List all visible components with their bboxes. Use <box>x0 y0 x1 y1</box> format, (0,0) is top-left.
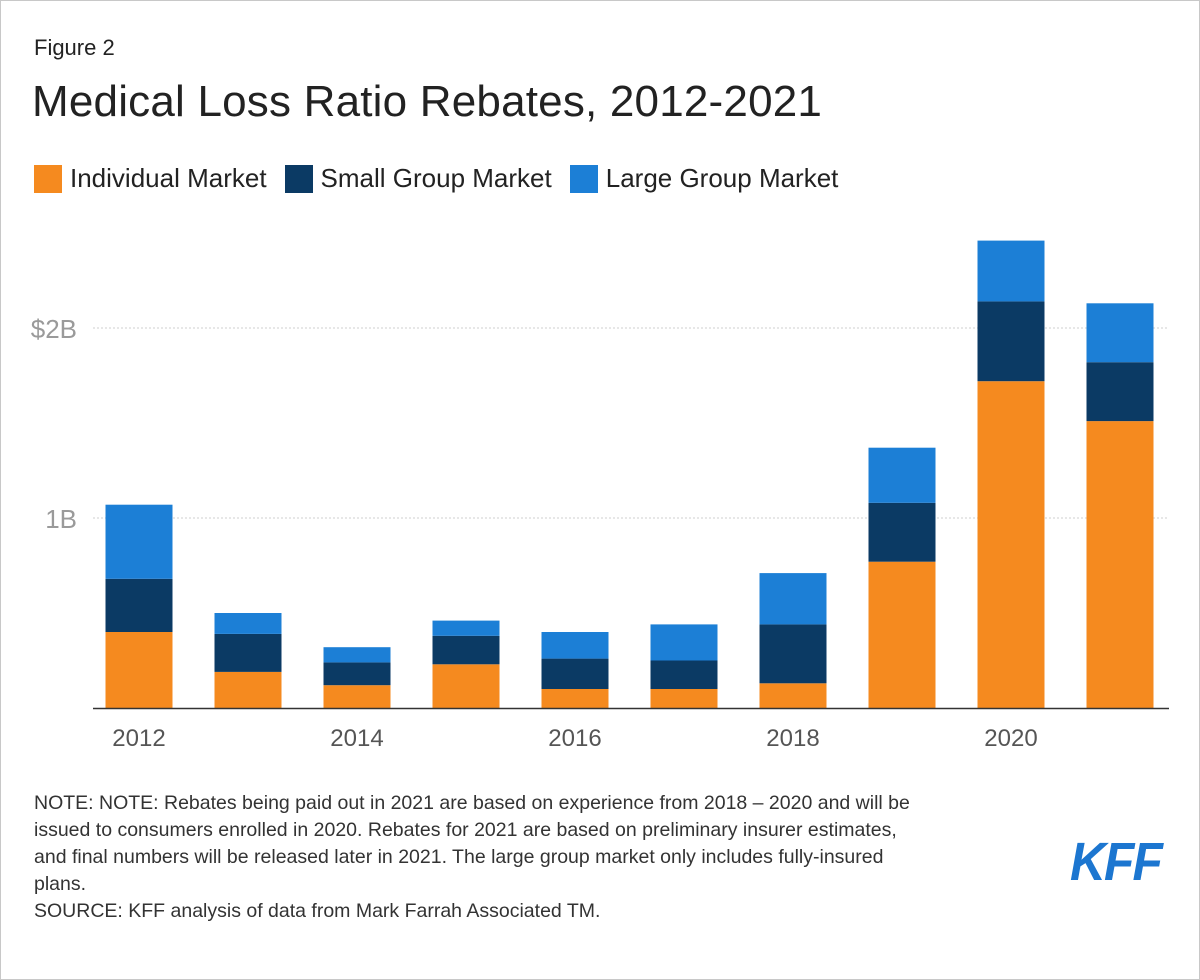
bar-segment-individual-market <box>1086 421 1154 708</box>
y-tick-label: $2B <box>31 314 77 344</box>
bar-segment-small-group-market <box>541 658 609 689</box>
bar-segment-individual-market <box>432 664 500 708</box>
bar-segment-large-group-market <box>868 447 936 503</box>
x-tick-label: 2014 <box>330 725 383 752</box>
legend-item-individual: Individual Market <box>34 163 267 194</box>
x-tick-label: 2012 <box>112 725 165 752</box>
bar-segment-small-group-market <box>214 633 282 672</box>
bar-segment-individual-market <box>541 689 609 708</box>
x-tick-label: 2018 <box>766 725 819 752</box>
bar-segment-individual-market <box>214 671 282 708</box>
chart-legend: Individual Market Small Group Market Lar… <box>34 163 856 194</box>
note-line: NOTE: NOTE: Rebates being paid out in 20… <box>34 792 910 814</box>
bar-segment-small-group-market <box>759 624 827 684</box>
bar-segment-individual-market <box>323 685 391 708</box>
legend-swatch-small-group <box>284 164 313 193</box>
legend-swatch-individual <box>34 164 62 193</box>
note-line: and final numbers will be released later… <box>34 846 884 868</box>
x-tick-label: 2016 <box>548 725 601 752</box>
bar-segment-large-group-market <box>541 632 609 659</box>
bar-segment-small-group-market <box>1086 362 1154 422</box>
chart-title: Medical Loss Ratio Rebates, 2012-2021 <box>32 77 823 126</box>
bar-segment-individual-market <box>759 683 827 708</box>
bar-segment-small-group-market <box>650 660 718 689</box>
bar-segment-small-group-market <box>432 635 500 665</box>
bar-segment-small-group-market <box>105 578 173 632</box>
bar-segment-large-group-market <box>650 624 718 661</box>
y-tick-label: 1B <box>45 504 77 534</box>
legend-item-large-group: Large Group Market <box>569 163 839 194</box>
legend-label-small-group: Small Group Market <box>320 163 552 193</box>
bar-segment-large-group-market <box>432 620 500 636</box>
legend-swatch-large-group <box>569 164 598 193</box>
legend-label-individual: Individual Market <box>70 163 267 193</box>
kff-logo: KFF <box>1070 832 1163 892</box>
bar-segment-small-group-market <box>868 502 936 562</box>
legend-item-small-group: Small Group Market <box>284 163 552 194</box>
bar-segment-individual-market <box>650 689 718 708</box>
bar-segment-large-group-market <box>1086 303 1154 363</box>
chart-notes: NOTE: NOTE: Rebates being paid out in 20… <box>34 790 1034 925</box>
bar-segment-small-group-market <box>323 662 391 686</box>
bar-segment-small-group-market <box>977 301 1045 382</box>
bar-segment-large-group-market <box>323 647 391 663</box>
bar-segment-large-group-market <box>759 573 827 625</box>
bar-segment-individual-market <box>868 561 936 708</box>
bar-segment-individual-market <box>105 632 173 708</box>
note-line: plans. <box>34 873 87 895</box>
bar-segment-large-group-market <box>214 613 282 634</box>
source-note: SOURCE: KFF analysis of data from Mark F… <box>34 900 601 922</box>
bar-segment-large-group-market <box>977 240 1045 302</box>
figure-label: Figure 2 <box>34 35 115 60</box>
note-line: issued to consumers enrolled in 2020. Re… <box>34 819 897 841</box>
bar-segment-large-group-market <box>105 504 173 579</box>
x-tick-label: 2020 <box>984 725 1037 752</box>
legend-label-large-group: Large Group Market <box>605 163 839 193</box>
bar-segment-individual-market <box>977 381 1045 708</box>
